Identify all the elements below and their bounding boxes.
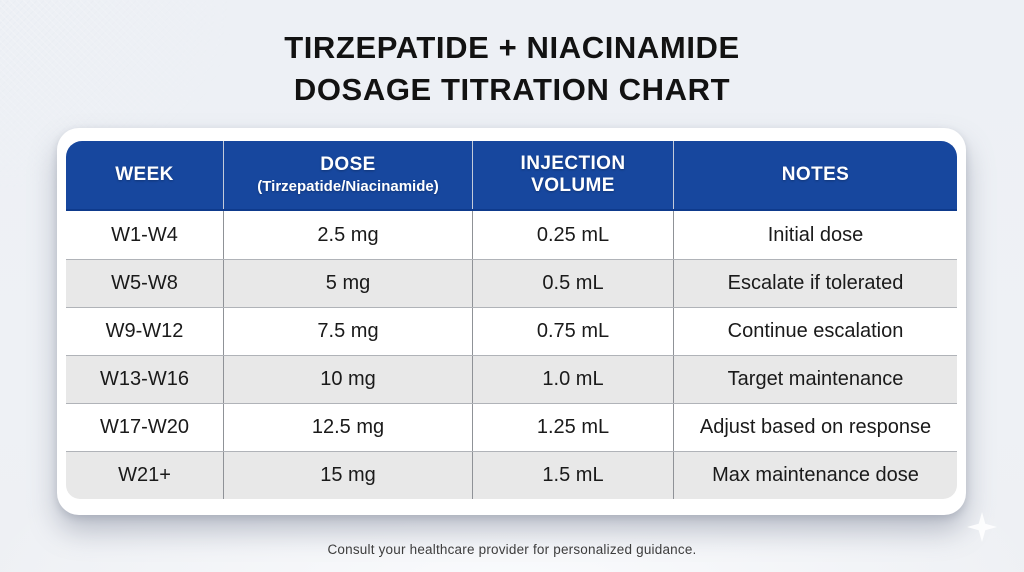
cell-notes: Initial dose [673,211,957,259]
cell-notes: Adjust based on response [673,404,957,451]
cell-injection-volume: 0.5 mL [472,260,673,307]
cell-week: W13-W16 [100,368,189,390]
cell-dose: 5 mg [223,260,472,307]
cell-injection-volume: 1.25 mL [472,404,673,451]
cell-week: W21+ [118,464,171,486]
table-row-w13-w16: W13-W16 10 mg 1.0 mL Target maintenance [66,355,957,403]
sparkle-icon [967,512,997,542]
cell-dose: 12.5 mg [223,404,472,451]
column-header-label: WEEK [115,164,174,185]
cell-injection-volume: 1.5 mL [472,452,673,499]
column-header-label: DOSE [320,154,376,175]
column-header-injection-volume: INJECTION VOLUME [472,141,673,209]
cell-notes: Escalate if tolerated [673,260,957,307]
cell-dose: 10 mg [223,356,472,403]
column-header-week: WEEK [66,141,223,209]
page-title: TIRZEPATIDE + NIACINAMIDE DOSAGE TITRATIO… [0,27,1024,111]
table-header-row: WEEK DOSE (Tirzepatide/Niacinamide) INJE… [66,141,957,211]
column-header-sublabel: (Tirzepatide/Niacinamide) [257,178,439,195]
cell-week: W9-W12 [105,320,184,342]
cell-week: W5-W8 [111,272,178,294]
cell-notes: Target maintenance [673,356,957,403]
dosage-table-card: WEEK DOSE (Tirzepatide/Niacinamide) INJE… [57,128,966,515]
column-header-dose: DOSE (Tirzepatide/Niacinamide) [223,141,472,209]
cell-injection-volume: 0.25 mL [472,211,673,259]
disclaimer-text: Consult your healthcare provider for per… [327,542,697,557]
table-row-w9-w12: W9-W12 7.5 mg 0.75 mL Continue escalatio… [66,307,957,355]
table-row-w17-w20: W17-W20 12.5 mg 1.25 mL Adjust based on … [66,403,957,451]
column-header-label: INJECTION VOLUME [520,153,626,196]
cell-injection-volume: 1.0 mL [472,356,673,403]
cell-dose: 2.5 mg [223,211,472,259]
column-header-notes: NOTES [673,141,957,209]
cell-dose: 7.5 mg [223,308,472,355]
table-row-w1-w4: W1-W4 2.5 mg 0.25 mL Initial dose [66,211,957,259]
table-row-w21plus: W21+ 15 mg 1.5 mL Max maintenance dose [66,451,957,499]
cell-week: W1-W4 [111,223,178,246]
table-row-w5-w8: W5-W8 5 mg 0.5 mL Escalate if tolerated [66,259,957,307]
column-header-label: NOTES [781,164,850,185]
cell-notes: Max maintenance dose [673,452,957,499]
cell-injection-volume: 0.75 mL [472,308,673,355]
cell-notes: Continue escalation [673,308,957,355]
title-line-1: TIRZEPATIDE + NIACINAMIDE [284,30,740,65]
cell-week: W17-W20 [100,416,189,438]
title-line-2: DOSAGE TITRATION CHART [293,72,731,107]
table-body: W1-W4 2.5 mg 0.25 mL Initial dose W5-W8 … [66,211,957,499]
cell-dose: 15 mg [223,452,472,499]
